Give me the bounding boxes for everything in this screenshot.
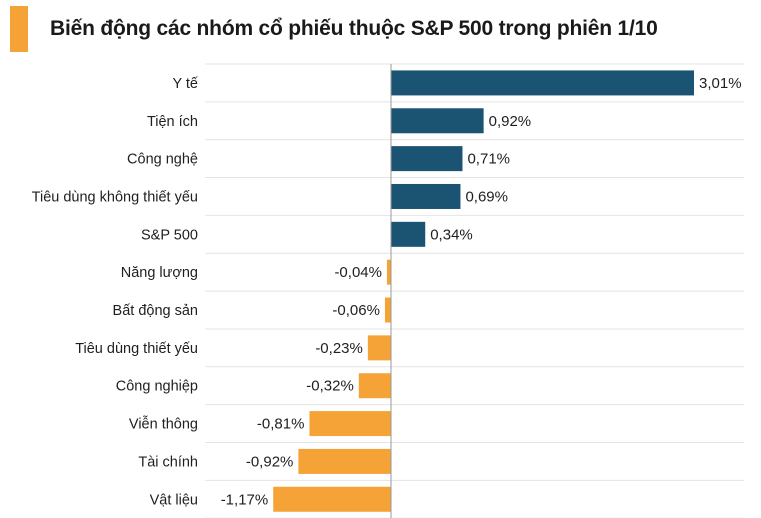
value-label: -0,06% [332,302,380,319]
chart-header: Biến động các nhóm cổ phiếu thuộc S&P 50… [0,0,761,60]
value-label: 0,69% [465,188,508,205]
category-label: Vật liệu [150,492,198,508]
category-label: Viễn thông [129,416,198,433]
bar-6 [384,297,391,323]
bar-2 [391,146,463,172]
value-label: -0,23% [315,340,363,357]
bars [273,70,694,512]
category-label: Công nghệ [127,152,198,168]
value-label: 3,01% [699,75,742,92]
bar-9 [309,411,391,437]
category-label: Tiện ích [147,114,198,130]
bar-4 [391,221,426,247]
value-label: 0,92% [489,113,532,130]
category-label: Năng lượng [121,265,198,281]
bar-8 [358,373,391,399]
value-label: -0,81% [257,416,305,433]
value-label: 0,34% [430,226,473,243]
value-label: -0,92% [246,453,294,470]
category-label: S&P 500 [141,227,198,243]
category-label: Y tế [172,76,198,92]
category-label: Tiêu dùng không thiết yếu [32,189,198,205]
grid-lines [205,63,744,518]
bar-5 [386,259,391,285]
value-label: -0,32% [306,378,354,395]
category-label: Tài chính [138,454,198,470]
category-label: Công nghiệp [116,379,198,395]
bar-3 [391,183,461,209]
bar-10 [298,448,391,474]
bar-1 [391,108,484,134]
bar-7 [367,335,391,361]
bar-11 [273,486,391,512]
labels: Y tế 3,01% Tiện ích 0,92% Công nghệ 0,71% Tiêu… [32,75,742,508]
title-accent-bar [10,6,28,52]
category-label: Tiêu dùng thiết yếu [75,341,198,357]
category-label: Bất động sản [113,303,198,319]
value-label: -1,17% [221,491,269,508]
chart-title: Biến động các nhóm cổ phiếu thuộc S&P 50… [50,17,658,40]
value-label: 0,71% [467,151,510,168]
value-label: -0,04% [334,264,382,281]
bar-0 [391,70,694,96]
